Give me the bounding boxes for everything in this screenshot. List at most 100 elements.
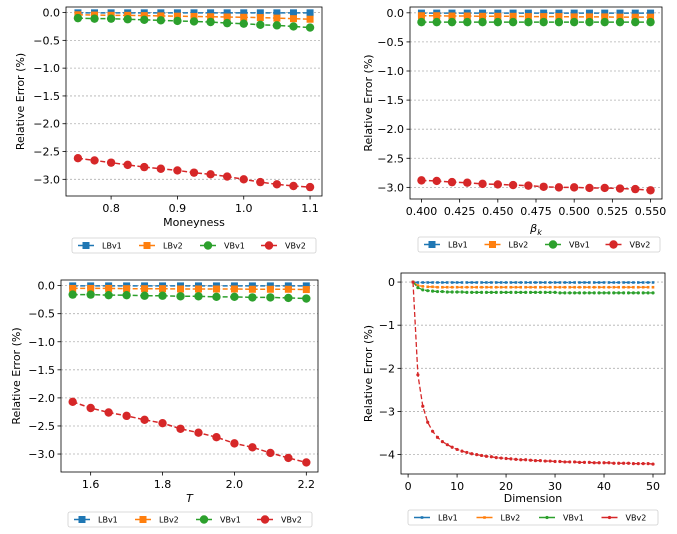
data-point [607,281,611,284]
legend-marker [139,516,147,523]
data-point [173,16,182,26]
data-point [305,23,315,32]
data-point [248,285,256,293]
y-tick-label: −2.5 [377,152,404,165]
data-point [416,373,420,377]
data-point [577,291,582,295]
data-point [540,13,548,21]
data-point [455,285,459,289]
data-point [465,450,469,455]
legend-item-LBv1: LBv1 [414,514,458,523]
data-point [421,285,425,288]
legend-item-LBv2: LBv2 [476,514,520,523]
data-point [104,290,113,300]
data-point [426,281,429,284]
data-point [441,281,444,284]
data-point [533,459,538,463]
data-point [68,397,77,407]
y-tick-label: −4 [379,449,395,462]
subplot-2: 0.0 −0.5 −1.0 −1.5 −2.0 −2.5 −3.00.400 0.425 0.4… [362,6,667,253]
legend-marker [420,516,424,519]
data-point [123,15,132,24]
data-point [543,285,547,289]
data-point [156,16,166,25]
data-point [592,285,596,289]
legend-item-VBv2: VBv2 [601,514,647,523]
data-point [602,285,606,289]
data-point [212,292,221,302]
data-point [256,14,264,22]
data-point [475,290,479,295]
data-point [632,285,635,289]
data-point [524,281,527,284]
legend-label: VBv2 [626,514,647,523]
subplot-3: 0.0 −0.5 −1.0 −1.5 −2.0 −2.5 −3.0 1.6 1.8 2.0 2.2 T… [10,279,319,528]
data-point [289,181,298,191]
data-point [585,183,594,193]
data-point [555,13,563,21]
data-point [448,12,456,20]
data-point [558,291,562,295]
data-point [651,291,655,295]
data-point [266,448,275,458]
data-point [460,281,464,284]
data-point [194,285,202,293]
y-tick-label: −1.0 [33,62,60,75]
data-point [426,420,430,424]
data-point [87,284,95,292]
data-point [509,12,517,20]
data-point [140,162,149,172]
data-point [106,14,116,23]
data-point [470,290,474,295]
data-point [509,285,513,289]
data-point [256,177,265,187]
data-point [563,460,567,464]
data-point [480,285,483,289]
legend-box [417,236,661,253]
legend-box [67,511,313,528]
data-point [524,13,532,21]
x-tick-label: 0.500 [558,205,590,218]
data-point [158,291,167,300]
data-point [641,281,645,284]
series-VBv1 [411,280,655,295]
legend-item-LBv2: LBv2 [484,241,528,250]
legend-item-VBv2: VBv2 [257,515,302,525]
legend-label: LBv2 [163,242,183,251]
series-VBv2 [411,280,655,466]
legend-item-LBv2: LBv2 [139,242,183,251]
data-point [570,9,578,17]
data-point [105,284,113,292]
data-point [568,291,572,295]
data-point [194,292,203,301]
x-tick-label: 40 [597,480,611,493]
data-point [597,461,601,465]
series-VBv2 [417,176,655,195]
data-point [194,428,203,437]
y-tick-label: −1.5 [33,90,60,103]
x-tick-label: 0.550 [635,205,667,218]
data-point [631,291,636,295]
x-tick-label: 0.9 [169,202,187,215]
data-point [641,285,645,289]
legend-label: VBv2 [281,516,302,525]
data-point [436,285,439,289]
legend-item-VBv2: VBv2 [605,240,650,250]
y-axis-label: Relative Error (%) [14,53,27,150]
legend-marker [143,242,151,249]
data-point [534,281,537,284]
y-tick-label: −0.5 [28,308,55,321]
data-point [554,17,564,27]
data-point [140,415,149,424]
data-point [524,290,528,295]
data-point [637,281,640,284]
data-point [485,285,488,289]
data-point [223,9,231,17]
x-tick-label: 0 [405,480,412,493]
x-tick-label: 2.0 [226,478,244,491]
data-point [431,285,434,289]
x-axis-label: Moneyness [163,216,225,229]
data-point [585,13,593,21]
y-tick-label: −1.5 [28,364,55,377]
data-point [158,418,167,428]
